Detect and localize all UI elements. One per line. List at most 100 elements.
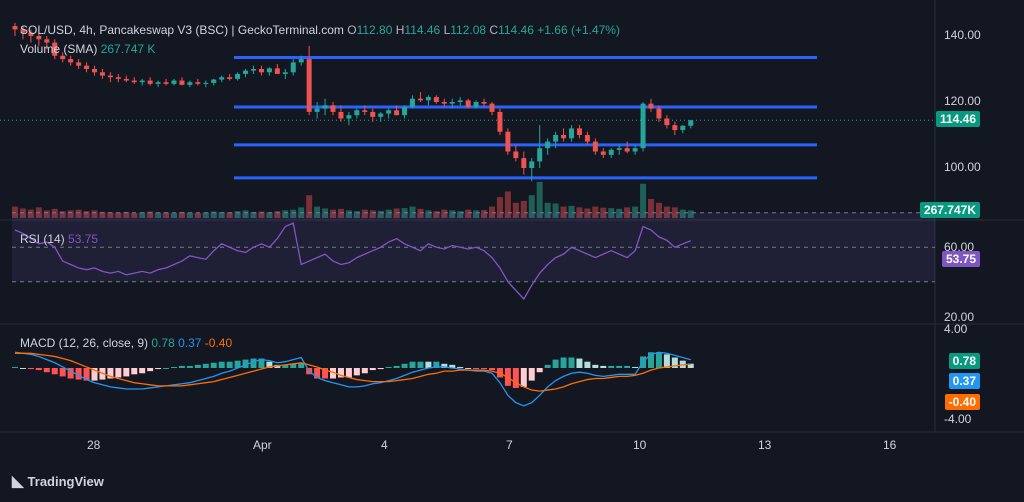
candle-body xyxy=(584,135,590,142)
macd-histogram-bar xyxy=(330,368,336,379)
candle-body xyxy=(123,78,129,81)
candle-body xyxy=(410,98,415,107)
candle-body xyxy=(640,103,646,149)
volume-bar xyxy=(115,212,122,218)
candle-body xyxy=(235,73,241,79)
candle-body xyxy=(139,80,145,83)
candle-body xyxy=(243,70,249,74)
macd-histogram-bar xyxy=(202,363,209,368)
candle-body xyxy=(569,128,574,139)
candle-body xyxy=(338,111,344,119)
macd-histogram-bar xyxy=(409,361,416,368)
macd-histogram-bar xyxy=(298,362,305,368)
volume-value: 267.747 K xyxy=(100,42,156,56)
macd-histogram-bar xyxy=(568,357,575,368)
candle-body xyxy=(76,62,82,66)
macd-tick-top: 4.00 xyxy=(944,322,968,336)
close-label: C xyxy=(489,23,499,37)
volume-bar xyxy=(67,210,74,218)
volume-bar xyxy=(242,210,249,218)
symbol-title: SOL/USD, 4h, Pancakeswap V3 (BSC) | Geck… xyxy=(20,23,344,37)
volume-bar xyxy=(592,206,599,218)
macd-histogram-bar xyxy=(417,361,424,368)
candle-body xyxy=(465,100,471,107)
volume-bar xyxy=(147,211,154,218)
volume-bar xyxy=(226,212,233,218)
volume-bar xyxy=(186,212,193,218)
volume-bar xyxy=(560,206,567,218)
low-label: L xyxy=(443,23,451,37)
macd-histogram-bar xyxy=(337,368,344,378)
brand-label: TradingView xyxy=(27,474,104,489)
macd-histogram-bar xyxy=(592,364,599,368)
candle-body xyxy=(457,100,463,102)
candle-body xyxy=(52,42,58,56)
candle-body xyxy=(632,148,638,152)
volume-bar xyxy=(377,210,384,218)
candle-body xyxy=(362,110,368,112)
candle-body xyxy=(545,141,551,149)
horizontal-levels[interactable] xyxy=(234,55,817,180)
macd-histogram-bar xyxy=(250,358,257,368)
candle-body xyxy=(131,80,137,83)
macd-histogram-bar xyxy=(27,368,34,370)
rsi-tag: 53.75 xyxy=(941,251,980,267)
candle-body xyxy=(187,82,193,85)
macd-label: MACD (12, 26, close, 9) xyxy=(20,336,149,350)
macd-histogram-bar xyxy=(457,366,464,368)
volume-bar xyxy=(584,208,591,218)
time-tick: 10 xyxy=(633,438,647,452)
candle-body xyxy=(553,135,559,142)
candle-body xyxy=(258,69,264,73)
candlesticks[interactable] xyxy=(12,22,694,182)
tradingview-logo[interactable]: ◣ TradingView xyxy=(12,472,104,490)
macd-histogram-bar xyxy=(75,368,82,380)
candle-body xyxy=(529,161,535,168)
time-tick: 13 xyxy=(758,438,772,452)
volume-bar xyxy=(655,202,662,218)
volume-bar xyxy=(504,191,511,218)
volume-bar xyxy=(75,209,82,218)
macd-histogram-bar xyxy=(83,368,90,381)
candle-body xyxy=(402,106,408,116)
macd-histogram-bar xyxy=(107,368,114,379)
macd-histogram-bar xyxy=(171,366,177,368)
volume-bar xyxy=(250,211,257,218)
candle-body xyxy=(346,115,352,119)
macd-histogram-bar xyxy=(131,368,138,375)
candle-body xyxy=(322,105,328,109)
candle-body xyxy=(672,125,678,131)
candle-body xyxy=(163,82,169,84)
volume-bar xyxy=(306,195,313,218)
volume-bar xyxy=(552,203,559,218)
candle-body xyxy=(616,148,622,150)
rsi-label: RSI (14) xyxy=(20,232,65,246)
volume-bar xyxy=(465,209,472,218)
macd-histogram-bar xyxy=(655,352,662,368)
candle-body xyxy=(330,105,336,112)
macd-histogram-bar xyxy=(671,357,678,368)
macd-histogram-bar xyxy=(19,368,26,369)
volume-bar xyxy=(330,209,336,218)
candle-body xyxy=(290,62,296,73)
volume-bar xyxy=(663,206,670,218)
macd-histogram-bar xyxy=(536,368,543,373)
candle-body xyxy=(664,118,670,126)
macd-histogram-bar xyxy=(576,358,583,368)
signal-tag: 0.37 xyxy=(948,373,980,389)
volume-bar xyxy=(178,211,185,218)
high-value: 114.46 xyxy=(404,23,441,37)
macd-histogram-bar xyxy=(473,368,480,370)
macd-histogram-bar xyxy=(481,368,488,370)
volume-label: Volume (SMA) xyxy=(20,42,98,56)
candle-body xyxy=(648,103,654,109)
volume-bar xyxy=(123,211,130,218)
volume-bar xyxy=(163,212,170,218)
macd-histogram-bar xyxy=(91,368,98,381)
candle-body xyxy=(576,128,582,135)
macd-histogram-bar xyxy=(353,368,360,376)
macd-histogram-bar xyxy=(512,368,519,388)
volume-bar xyxy=(576,207,583,218)
candle-body xyxy=(84,65,90,69)
